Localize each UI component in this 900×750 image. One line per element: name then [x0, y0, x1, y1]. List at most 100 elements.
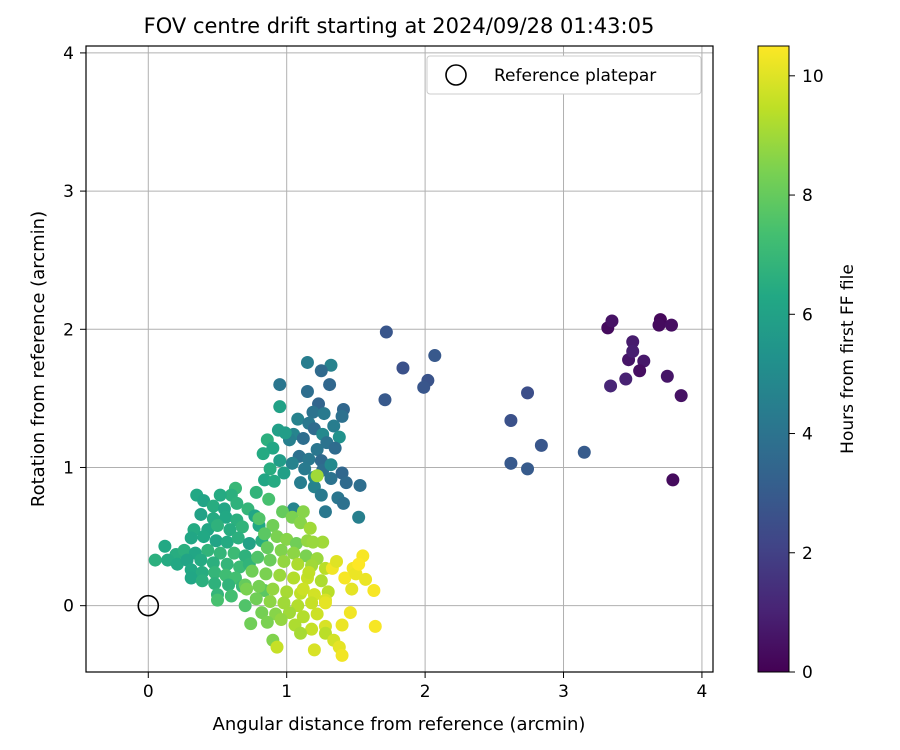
y-axis-ticks: 0 1 2 3 4 — [63, 44, 86, 617]
y-tick-label: 1 — [63, 458, 74, 478]
data-point — [197, 494, 211, 508]
data-point — [352, 557, 366, 571]
data-point — [332, 430, 346, 444]
data-point — [249, 592, 263, 606]
data-point — [259, 567, 273, 581]
data-point — [158, 539, 172, 553]
colorbar-gradient — [757, 45, 790, 673]
data-point — [227, 546, 241, 560]
data-point — [263, 595, 277, 609]
colorbar-tick-label: 10 — [802, 67, 824, 87]
data-point — [316, 535, 330, 549]
data-point — [324, 458, 338, 472]
data-point — [367, 583, 381, 597]
data-point — [276, 505, 290, 519]
legend-marker-icon — [445, 64, 467, 86]
data-point — [368, 619, 382, 633]
x-tick-label: 1 — [281, 682, 292, 702]
data-point — [324, 358, 338, 372]
data-point — [277, 466, 291, 480]
data-point — [244, 617, 258, 631]
data-point — [184, 531, 198, 545]
data-point — [626, 335, 640, 349]
data-point — [521, 386, 535, 400]
data-point — [296, 431, 310, 445]
data-point — [260, 615, 274, 629]
data-point — [238, 599, 252, 613]
data-point — [318, 596, 332, 610]
colorbar-label: Hours from first FF file — [838, 264, 858, 454]
data-point — [359, 572, 373, 586]
data-point — [674, 389, 688, 403]
data-point — [534, 438, 548, 452]
data-point — [274, 612, 288, 626]
data-point — [396, 361, 410, 375]
data-point — [273, 454, 287, 468]
data-point — [274, 543, 288, 557]
data-point — [222, 578, 236, 592]
data-point — [249, 485, 263, 499]
legend-box — [426, 55, 702, 95]
colorbar-ticks: 0 2 4 6 8 10 — [789, 67, 824, 683]
data-point — [224, 589, 238, 603]
data-point — [666, 473, 680, 487]
data-point — [619, 372, 633, 386]
data-point — [310, 469, 324, 483]
data-point — [305, 622, 319, 636]
data-point — [352, 510, 366, 524]
data-point — [335, 648, 349, 662]
data-point — [208, 577, 222, 591]
data-point — [170, 557, 184, 571]
data-point — [417, 380, 431, 394]
data-point — [262, 492, 276, 506]
data-point — [255, 606, 269, 620]
data-point — [242, 536, 256, 550]
data-point — [194, 507, 208, 521]
data-point — [209, 534, 223, 548]
data-point — [252, 579, 266, 593]
data-point — [296, 505, 310, 519]
data-point — [230, 496, 244, 510]
data-point — [310, 607, 324, 621]
data-point — [252, 512, 266, 526]
data-point — [197, 530, 211, 544]
data-point — [343, 606, 357, 620]
data-point — [626, 344, 640, 358]
data-point — [219, 510, 233, 524]
data-point — [285, 456, 299, 470]
y-tick-label: 0 — [63, 597, 74, 617]
data-point — [604, 379, 618, 393]
y-tick-label: 3 — [63, 182, 74, 202]
data-point — [278, 426, 292, 440]
data-point — [504, 413, 518, 427]
data-point — [220, 557, 234, 571]
data-point — [231, 531, 245, 545]
data-point — [273, 400, 287, 414]
data-points — [148, 313, 688, 662]
data-point — [345, 582, 359, 596]
x-tick-label: 0 — [143, 682, 154, 702]
data-point — [336, 496, 350, 510]
data-point — [294, 476, 308, 490]
data-point — [256, 447, 270, 461]
data-point — [314, 488, 328, 502]
colorbar-tick-label: 8 — [802, 186, 813, 206]
data-point — [307, 643, 321, 657]
data-point — [318, 505, 332, 519]
data-point — [277, 554, 291, 568]
data-point — [660, 369, 674, 383]
data-point — [305, 596, 319, 610]
data-point — [210, 593, 224, 607]
colorbar-tick-label: 0 — [802, 663, 813, 683]
x-tick-label: 4 — [697, 682, 708, 702]
data-point — [267, 474, 281, 488]
data-point — [328, 441, 342, 455]
data-point — [338, 571, 352, 585]
data-point — [324, 472, 338, 486]
data-point — [330, 554, 344, 568]
data-point — [335, 618, 349, 632]
data-point — [161, 553, 175, 567]
data-point — [291, 557, 305, 571]
data-point — [379, 325, 393, 339]
